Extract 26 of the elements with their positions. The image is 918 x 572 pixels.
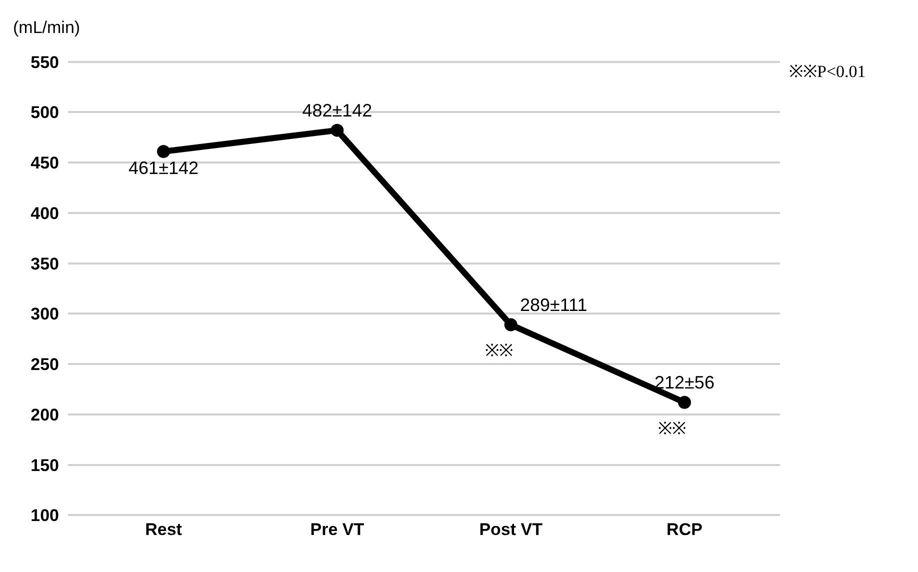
point xyxy=(678,396,691,409)
y-tick-label: 400 xyxy=(30,204,59,223)
annotation: ※※ xyxy=(485,341,513,360)
y-tick-label: 450 xyxy=(30,154,59,173)
y-tick-label: 150 xyxy=(30,456,59,475)
x-tick-label: Post VT xyxy=(479,520,544,539)
y-tick-label: 100 xyxy=(30,506,59,526)
x-tick-label: Pre VT xyxy=(310,520,365,539)
data-label: 482±142 xyxy=(302,100,372,121)
y-axis-title: (mL/min) xyxy=(13,18,80,37)
x-tick-label: Rest xyxy=(145,520,182,539)
data-label: 212±56 xyxy=(654,372,714,393)
y-tick-label: 500 xyxy=(30,103,59,122)
y-tick-label: 300 xyxy=(30,304,59,324)
point xyxy=(157,144,170,158)
annotation: ※※ xyxy=(658,419,686,438)
data-label: 461±142 xyxy=(128,158,198,178)
text: ※※P<0.01 xyxy=(789,62,866,81)
y-tick-label: 550 xyxy=(30,52,59,72)
y-tick-label: 350 xyxy=(30,254,59,274)
point xyxy=(330,124,344,137)
data-label: 289±111 xyxy=(520,295,588,316)
y-tick-label: 200 xyxy=(30,405,59,424)
x-tick-label: RCP xyxy=(666,520,702,539)
y-tick-label: 250 xyxy=(30,355,59,374)
point xyxy=(504,318,518,332)
